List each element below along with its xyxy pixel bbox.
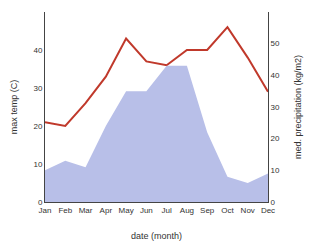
- svg-text:30: 30: [271, 103, 280, 112]
- svg-text:Sep: Sep: [200, 206, 215, 215]
- svg-text:10: 10: [271, 166, 280, 175]
- svg-text:Oct: Oct: [221, 206, 234, 215]
- svg-text:Apr: Apr: [100, 206, 113, 215]
- svg-text:10: 10: [33, 160, 42, 169]
- svg-text:Aug: Aug: [180, 206, 194, 215]
- svg-text:0: 0: [38, 198, 43, 207]
- svg-text:50: 50: [271, 39, 280, 48]
- svg-text:May: May: [119, 206, 134, 215]
- svg-text:40: 40: [33, 46, 42, 55]
- svg-text:30: 30: [33, 84, 42, 93]
- svg-text:Dec: Dec: [261, 206, 275, 215]
- svg-text:20: 20: [271, 134, 280, 143]
- svg-text:Feb: Feb: [58, 206, 72, 215]
- svg-text:date (month): date (month): [131, 231, 182, 241]
- svg-text:20: 20: [33, 122, 42, 131]
- svg-text:40: 40: [271, 71, 280, 80]
- svg-text:0: 0: [271, 198, 276, 207]
- svg-text:Jun: Jun: [140, 206, 153, 215]
- svg-text:Jul: Jul: [162, 206, 172, 215]
- svg-text:max temp (C): max temp (C): [9, 80, 19, 135]
- svg-text:Nov: Nov: [241, 206, 255, 215]
- svg-text:Mar: Mar: [79, 206, 93, 215]
- svg-text:Jan: Jan: [39, 206, 52, 215]
- svg-text:med. precipitation (kg/m2): med. precipitation (kg/m2): [293, 55, 303, 159]
